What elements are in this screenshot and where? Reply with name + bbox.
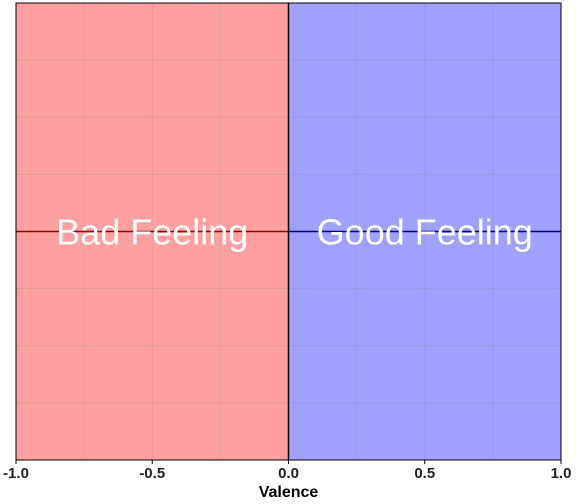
- x-tick-label: -0.5: [139, 465, 165, 482]
- x-tick-label: 0.0: [278, 465, 299, 482]
- region-labels-layer: Bad Feeling Good Feeling: [56, 212, 533, 253]
- x-tick-label: 0.5: [414, 465, 435, 482]
- x-tick-label: -1.0: [3, 465, 29, 482]
- x-ticks-layer: -1.0 -0.5 0.0 0.5 1.0: [3, 460, 571, 482]
- region-label-1: Good Feeling: [317, 212, 533, 253]
- x-axis-title: Valence: [259, 484, 319, 501]
- region-label-0: Bad Feeling: [56, 212, 248, 253]
- x-tick-label: 1.0: [551, 465, 572, 482]
